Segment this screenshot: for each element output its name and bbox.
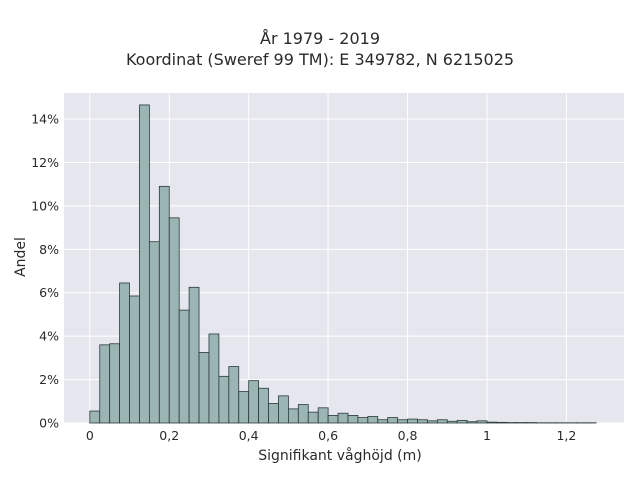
histogram-bar: [228, 366, 240, 424]
histogram-bar: [258, 387, 269, 424]
histogram-bar: [218, 375, 230, 424]
histogram-bar: [89, 410, 101, 424]
histogram-bar: [307, 411, 319, 424]
histogram-bar: [337, 412, 349, 424]
y-tick-label: 12%: [31, 155, 59, 170]
y-tick-label: 8%: [39, 242, 59, 257]
histogram-bar: [287, 408, 299, 424]
histogram-bar: [417, 419, 428, 424]
histogram-bar: [486, 421, 498, 424]
y-tick-label: 2%: [39, 372, 59, 387]
histogram-bar: [317, 407, 329, 424]
x-tick-label: 0,2: [159, 428, 179, 443]
histogram-bar: [496, 421, 508, 424]
histogram-bar: [367, 416, 379, 424]
histogram-bar: [158, 185, 170, 424]
histogram-bar: [357, 417, 369, 424]
histogram-bar: [407, 418, 418, 424]
y-tick-label: 0%: [39, 416, 59, 431]
histogram-bar: [327, 415, 339, 424]
histogram-bar: [139, 104, 150, 424]
histogram-bar: [347, 415, 359, 424]
histogram-bar: [99, 344, 111, 424]
histogram-bar: [238, 391, 250, 424]
histogram-bar: [119, 282, 130, 424]
histogram-bar: [387, 417, 399, 424]
histogram-bar: [377, 419, 389, 424]
histogram-bar: [178, 309, 190, 424]
histogram-bar: [268, 403, 279, 424]
y-tick-label: 6%: [39, 285, 59, 300]
y-tick-label: 14%: [31, 112, 59, 127]
x-tick-label: 0,8: [398, 428, 418, 443]
histogram-bar: [168, 217, 180, 424]
chart-title-line-1: År 1979 - 2019: [260, 29, 380, 48]
histogram-bar: [446, 420, 458, 424]
histogram-bar: [427, 420, 438, 424]
y-axis-label: Andel: [13, 237, 29, 277]
x-tick-label: 0,4: [239, 428, 259, 443]
histogram-bar: [397, 419, 408, 424]
histogram-bar: [476, 420, 488, 424]
x-axis-ticks: 0 0,2 0,4 0,6 0,8 1 1,2: [86, 428, 577, 443]
histogram-bar: [456, 419, 468, 424]
histogram-bar: [466, 421, 478, 424]
histogram-bar: [297, 404, 309, 424]
histogram-bar: [109, 343, 121, 424]
x-tick-label: 1,2: [556, 428, 576, 443]
histogram-bar: [148, 241, 160, 424]
histogram-bar: [248, 380, 260, 424]
chart-title-line-2: Koordinat (Sweref 99 TM): E 349782, N 62…: [125, 50, 515, 69]
y-tick-label: 10%: [31, 198, 59, 213]
x-tick-label: 0,6: [318, 428, 338, 443]
bars: [89, 104, 597, 424]
x-axis-label: Signifikant våghöjd (m): [258, 448, 422, 464]
histogram-bar: [208, 333, 220, 424]
x-tick-label: 1: [483, 428, 491, 443]
histogram-bar: [198, 352, 210, 424]
histogram-bar: [436, 419, 448, 424]
y-tick-label: 4%: [39, 329, 59, 344]
y-axis-ticks: 0% 2% 4% 6% 8% 10% 12% 14%: [31, 112, 59, 431]
x-tick-label: 0: [86, 428, 94, 443]
histogram-bar: [278, 395, 289, 424]
histogram-bar: [188, 286, 200, 424]
histogram-bar: [129, 295, 140, 424]
